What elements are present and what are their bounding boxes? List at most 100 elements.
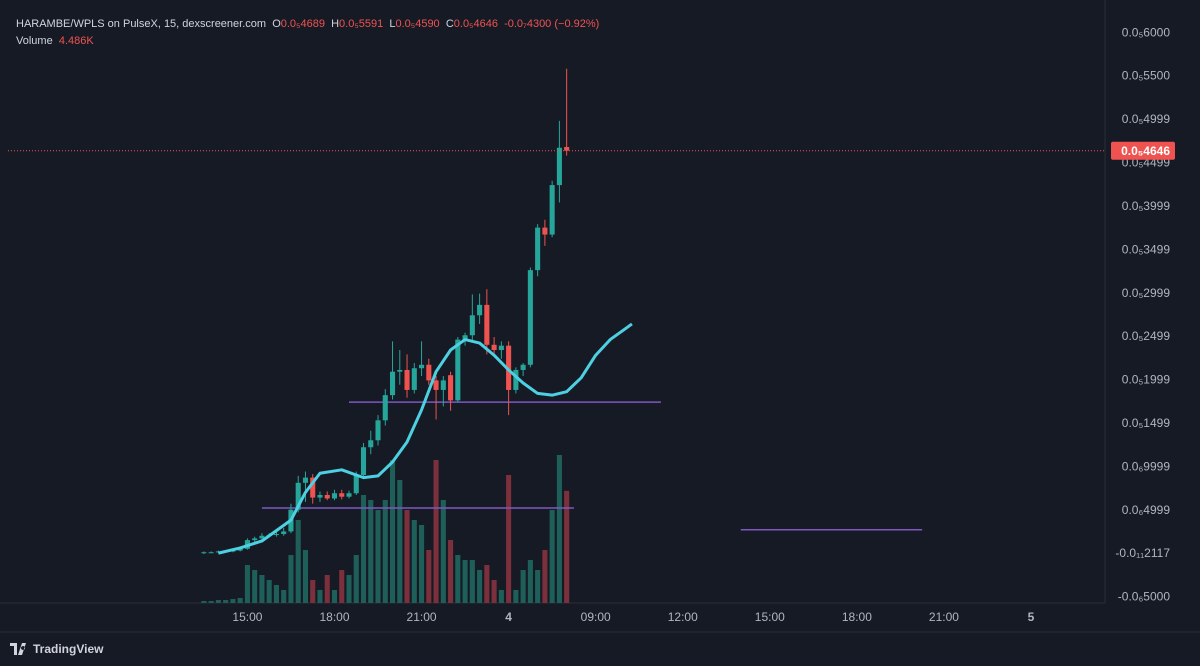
volume-bar <box>339 570 345 603</box>
volume-bar <box>506 475 512 603</box>
volume-value: 4.486K <box>58 35 94 47</box>
x-tick-label: 21:00 <box>929 610 959 624</box>
x-tick-label: 21:00 <box>407 610 437 624</box>
last-price-box <box>1111 141 1175 160</box>
candle-body <box>462 335 468 340</box>
volume-bar <box>397 480 403 603</box>
volume-bar <box>419 525 425 603</box>
x-tick-label: 15:00 <box>232 610 262 624</box>
x-tick-label: 15:00 <box>755 610 785 624</box>
candle-body <box>339 493 345 497</box>
volume-bar <box>281 590 287 603</box>
volume-bar <box>549 510 555 603</box>
y-tick-label: -0.0₆5000 <box>1118 590 1171 604</box>
volume-bar <box>331 590 338 603</box>
h-value: 0.0₅5591 <box>339 18 384 30</box>
candle-body <box>375 420 381 441</box>
y-tick-label: 0.0₅3499 <box>1122 242 1171 256</box>
volume-bar <box>266 580 272 603</box>
volume-bar <box>346 575 352 603</box>
legend: HARAMBE/WPLS on PulseX, 15, dexscreener.… <box>16 16 599 50</box>
volume-bar <box>302 550 309 603</box>
moving-average <box>218 322 633 555</box>
o-key: O <box>272 18 281 30</box>
volume-bar <box>252 570 258 603</box>
candle-body <box>419 364 425 369</box>
volume-bar <box>433 460 439 603</box>
brand-name: TradingView <box>33 642 104 656</box>
x-tick-label: 18:00 <box>842 610 872 624</box>
x-tick-label: 12:00 <box>668 610 698 624</box>
y-tick-label: 0.0₅2499 <box>1122 329 1171 343</box>
volume-bar <box>288 555 294 603</box>
brand-logo <box>10 643 26 655</box>
candle-body <box>331 493 338 499</box>
candle-body <box>556 147 562 186</box>
candle-body <box>484 304 490 345</box>
volume-bar <box>259 575 265 603</box>
y-tick-label: 0.0₅6000 <box>1122 25 1171 39</box>
volume-bar <box>230 599 236 603</box>
candle-body <box>368 440 374 448</box>
candle-body <box>426 364 432 381</box>
candle-body <box>346 493 352 497</box>
ohlc-row: HARAMBE/WPLS on PulseX, 15, dexscreener.… <box>16 16 599 33</box>
candle-body <box>310 477 316 498</box>
candle-body <box>302 477 309 483</box>
volume-bar <box>520 570 526 603</box>
volume-bar <box>411 520 417 603</box>
candle-body <box>549 185 555 235</box>
x-tick-label: 4 <box>505 610 512 624</box>
brand[interactable]: TradingView <box>10 642 103 656</box>
candle-body <box>281 531 287 535</box>
candle-body <box>353 475 359 494</box>
volume-bar <box>295 520 301 603</box>
volume-bar <box>215 600 221 603</box>
volume-bar <box>273 585 279 603</box>
volume-bar <box>564 490 570 603</box>
volume-bar <box>375 510 381 603</box>
volume-bar <box>353 555 359 603</box>
last-price-label: 0.0₅4646 <box>1121 144 1170 158</box>
candle-body <box>433 380 439 390</box>
candle-body <box>491 344 497 351</box>
volume-bar <box>310 580 316 603</box>
h-key: H <box>331 18 340 30</box>
y-tick-label: 0.0₅4999 <box>1122 112 1171 126</box>
x-tick-label: 09:00 <box>581 610 611 624</box>
candle-body <box>477 304 483 316</box>
l-value: 0.0₅4590 <box>395 18 440 30</box>
volume-key: Volume <box>16 35 53 47</box>
candle-body <box>324 494 330 499</box>
volume-bar <box>513 590 519 603</box>
change: -0.0₇4300 (−0.92%) <box>504 18 600 30</box>
candle-body <box>237 548 243 551</box>
candle-body <box>201 552 207 554</box>
volume-bar <box>491 580 497 603</box>
volume-bar <box>201 601 207 603</box>
y-tick-label: -0.0₁₁2117 <box>1115 546 1170 560</box>
volume-bar <box>244 565 250 603</box>
candle-body <box>273 534 279 536</box>
candle-body <box>382 395 388 421</box>
y-tick-label: 0.0₆9999 <box>1122 459 1171 473</box>
volume-bar <box>498 590 504 603</box>
volume-bar <box>382 500 388 603</box>
c-value: 0.0₅4646 <box>453 18 498 30</box>
candle-body <box>527 270 533 365</box>
candle-body <box>317 494 323 498</box>
volume-bar <box>208 601 214 603</box>
o-value: 0.0₅4689 <box>280 18 325 30</box>
volume-bar <box>368 500 374 603</box>
y-tick-label: 0.0₆4999 <box>1122 503 1171 517</box>
volume-bar <box>448 540 454 603</box>
volume-bar <box>542 550 548 603</box>
volume-bar <box>477 570 483 603</box>
candle-body <box>208 552 214 554</box>
candle-body <box>542 227 548 235</box>
candle-body <box>520 364 526 370</box>
candle-body <box>295 482 301 510</box>
candle-body <box>360 447 367 476</box>
volume-bar <box>360 495 367 603</box>
